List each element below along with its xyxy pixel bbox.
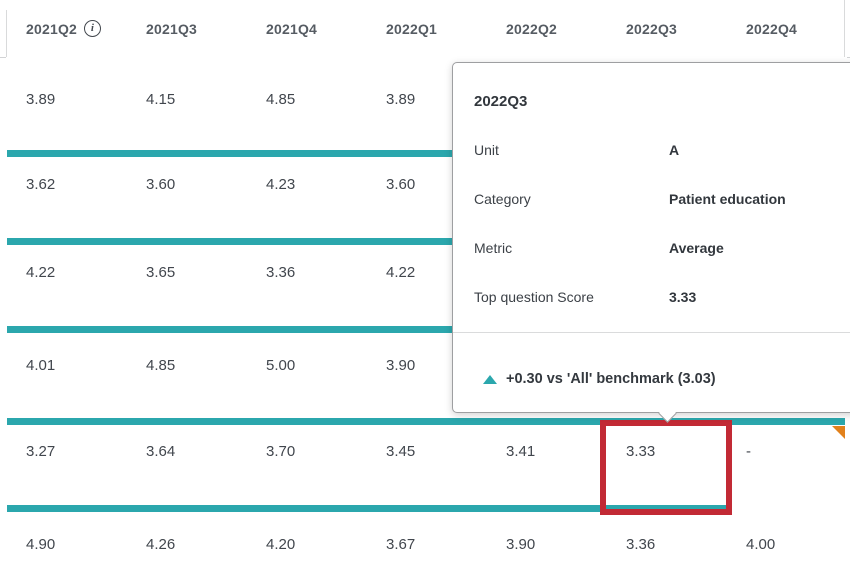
table-cell[interactable]: 4.01	[26, 357, 56, 374]
benchmark-text: +0.30 vs 'All' benchmark (3.03)	[506, 371, 716, 387]
table-cell[interactable]: 4.26	[146, 536, 176, 553]
tooltip-field-label: Top question Score	[474, 288, 594, 305]
table-cell[interactable]: 3.90	[386, 357, 416, 374]
tooltip-field-value: 3.33	[669, 288, 697, 305]
column-header-2022q1[interactable]: 2022Q1	[366, 21, 486, 37]
column-header-label: 2022Q1	[386, 20, 438, 37]
tooltip-divider	[453, 332, 850, 333]
table-cell[interactable]: 3.60	[386, 176, 416, 193]
table-cell[interactable]: -	[746, 443, 751, 460]
row-teal-bar	[7, 505, 727, 512]
table-cell[interactable]: 3.60	[146, 176, 176, 193]
tooltip-field-value: A	[669, 141, 680, 158]
column-header-label: 2021Q3	[146, 20, 198, 37]
tooltip-field-row: Unit A	[474, 125, 849, 174]
tooltip-field-value: Average	[669, 239, 724, 256]
column-header-2022q3[interactable]: 2022Q3	[606, 21, 726, 37]
table-cell[interactable]: 3.27	[26, 443, 56, 460]
table-cell[interactable]: 3.67	[386, 536, 416, 553]
table-cell[interactable]: 3.45	[386, 443, 416, 460]
table-cell[interactable]: 4.85	[266, 91, 296, 108]
table-cell[interactable]: 3.41	[506, 443, 536, 460]
table-cell[interactable]: 4.23	[266, 176, 296, 193]
tooltip-field-label: Metric	[474, 239, 513, 256]
table-cell[interactable]: 3.90	[506, 536, 536, 553]
tooltip-field-label: Category	[474, 190, 531, 207]
column-header-2022q4[interactable]: 2022Q4	[726, 21, 846, 37]
table-cell[interactable]: 3.64	[146, 443, 176, 460]
table-row: 3.27 3.64 3.70 3.45 3.41 3.33 -	[6, 425, 847, 512]
table-cell[interactable]: 3.89	[26, 91, 56, 108]
row-teal-bar	[7, 150, 845, 157]
table-cell[interactable]: 4.22	[26, 264, 56, 281]
column-header-label: 2022Q3	[626, 20, 678, 37]
column-header-label: 2021Q4	[266, 20, 318, 37]
table-cell[interactable]: 3.36	[626, 536, 656, 553]
cell-tooltip: 2022Q3 Unit A Category Patient education…	[452, 62, 850, 423]
column-header-2021q2[interactable]: 2021Q2 i	[6, 20, 126, 37]
row-teal-bar	[7, 326, 845, 333]
table-cell[interactable]: 4.90	[26, 536, 56, 553]
tooltip-benchmark: +0.30 vs 'All' benchmark (3.03)	[483, 366, 716, 392]
table-row: 4.90 4.26 4.20 3.67 3.90 3.36 4.00	[6, 512, 847, 580]
tooltip-field-value: Patient education	[669, 190, 786, 207]
table-cell[interactable]: 4.00	[746, 536, 776, 553]
column-header-2021q4[interactable]: 2021Q4	[246, 21, 366, 37]
table-cell[interactable]: 4.20	[266, 536, 296, 553]
column-header-label: 2022Q4	[746, 20, 798, 37]
column-header-2022q2[interactable]: 2022Q2	[486, 21, 606, 37]
highlight-box	[600, 420, 732, 515]
tooltip-field-label: Unit	[474, 141, 499, 158]
table-header-row: 2021Q2 i 2021Q3 2021Q4 2022Q1 2022Q2 2022Q3 202…	[6, 0, 846, 57]
tooltip-field-row: Top question Score 3.33	[474, 272, 849, 321]
table-cell[interactable]: 4.15	[146, 91, 176, 108]
table-cell[interactable]: 3.33	[626, 443, 656, 460]
table-cell[interactable]: 3.36	[266, 264, 296, 281]
row-teal-bar	[7, 238, 845, 245]
table-cell[interactable]: 3.89	[386, 91, 416, 108]
table-cell[interactable]: 5.00	[266, 357, 296, 374]
tooltip-title: 2022Q3	[474, 93, 528, 110]
column-header-label: 2021Q2	[26, 20, 78, 37]
column-header-2021q3[interactable]: 2021Q3	[126, 21, 246, 37]
tooltip-field-row: Metric Average	[474, 223, 849, 272]
tooltip-field-row: Category Patient education	[474, 174, 849, 223]
row-teal-bar	[7, 418, 845, 425]
table-cell[interactable]: 3.65	[146, 264, 176, 281]
flag-corner-icon[interactable]	[832, 426, 845, 439]
table-cell[interactable]: 3.70	[266, 443, 296, 460]
column-header-label: 2022Q2	[506, 20, 558, 37]
triangle-up-icon	[483, 374, 497, 384]
tooltip-fields: Unit A Category Patient education Metric…	[474, 125, 849, 321]
table-cell[interactable]: 4.22	[386, 264, 416, 281]
table-cell[interactable]: 4.85	[146, 357, 176, 374]
table-cell[interactable]: 3.62	[26, 176, 56, 193]
info-icon[interactable]: i	[84, 20, 102, 37]
